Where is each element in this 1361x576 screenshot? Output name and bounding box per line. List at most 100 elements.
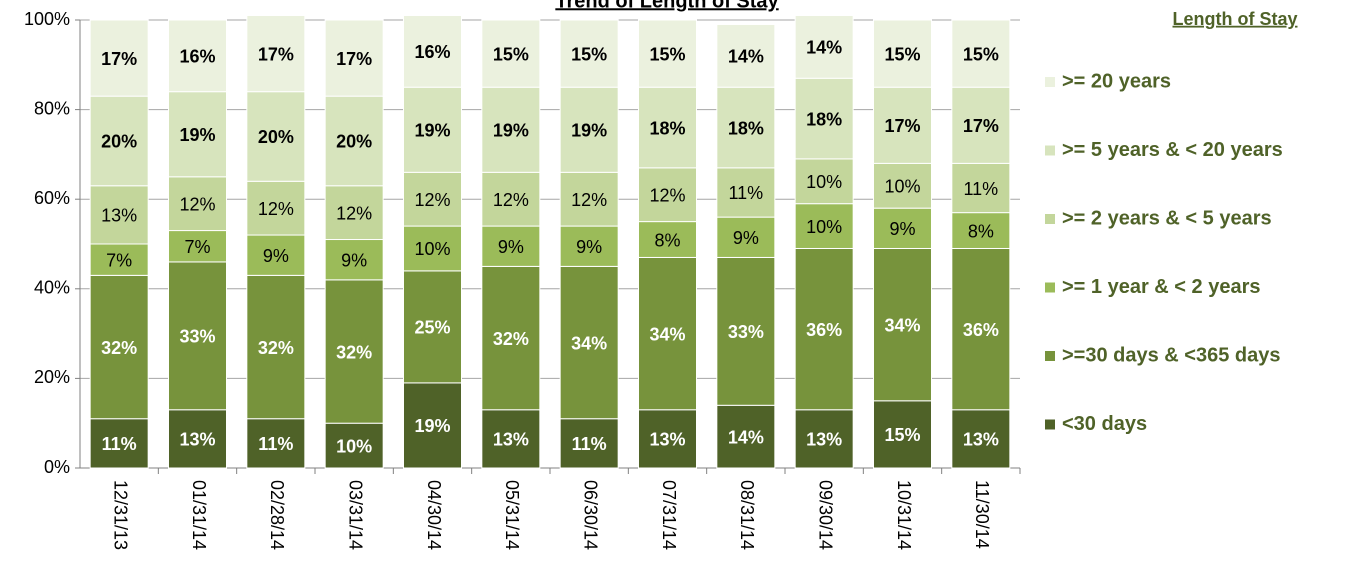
bar-segment [873,86,932,164]
data-label: 18% [806,109,842,129]
legend-swatch [1045,145,1055,156]
data-label: 36% [806,320,842,340]
bar-segment [246,91,306,182]
data-label: 12% [493,190,529,210]
legend-swatch [1045,351,1055,361]
bar-segment [481,19,541,88]
data-label: 12% [258,199,294,219]
bar-segment [638,409,697,469]
legend-label: >=30 days & <365 days [1062,344,1281,366]
data-label: 11% [963,179,998,199]
bar-segment [559,19,619,88]
data-label: 10% [806,172,842,192]
data-label: 11% [258,434,293,454]
data-label: 10% [414,239,450,259]
data-label: 32% [101,338,137,358]
data-label: 12% [414,190,450,210]
data-label: 13% [179,430,215,450]
chart-title: Trend of Length of Stay [555,0,779,12]
data-label: 20% [336,132,372,152]
bar-segment [89,243,149,276]
data-label: 11% [572,434,607,454]
data-label: 19% [179,125,215,145]
bar-segment [168,91,227,178]
x-tick-label: 03/31/14 [345,480,365,550]
data-label: 17% [101,49,137,69]
x-tick-label: 01/31/14 [189,480,209,550]
data-label: 12% [571,190,607,210]
bar-segment [481,409,541,469]
x-tick-label: 07/31/14 [659,480,679,550]
data-label: 9% [733,228,759,248]
data-label: 33% [179,327,215,347]
data-label: 12% [179,194,215,214]
bar-segment [89,274,149,420]
data-label: 10% [336,436,372,456]
bar-segment [246,15,306,93]
x-tick-label: 02/28/14 [267,480,287,550]
bar-segment [481,265,541,411]
y-tick-label: 100% [24,9,70,29]
bar-segment [638,167,697,223]
legend-title: Length of Stay [1173,9,1298,29]
legend-label: >= 2 years & < 5 years [1062,207,1272,229]
bar-segment [403,86,462,173]
data-label: 16% [414,42,450,62]
y-tick-label: 20% [34,367,70,387]
bar-segment [873,162,932,209]
data-label: 34% [571,333,607,353]
data-label: 17% [336,49,372,69]
data-label: 12% [649,185,685,205]
data-label: 19% [571,121,607,141]
bar-segment [324,422,384,469]
bar-segment [481,171,541,227]
data-label: 16% [179,47,215,67]
data-label: 19% [414,416,450,436]
bar-segment [168,261,227,411]
data-label: 9% [263,246,289,266]
bar-segment [89,19,149,97]
data-label: 13% [649,430,685,450]
data-label: 34% [649,324,685,344]
bar-segment [951,247,1011,411]
data-label: 13% [806,430,842,450]
bar-segment [638,86,697,169]
bar-segment [246,274,306,420]
x-tick-label: 06/30/14 [580,480,600,550]
bar-segment [559,418,619,469]
bar-segment [638,19,697,88]
data-label: 15% [884,425,920,445]
bar-segment [168,176,227,232]
bar-segment [89,95,149,187]
data-label: 8% [968,221,994,241]
bar-segment [324,19,384,97]
legend-label: >= 20 years [1062,70,1171,92]
data-label: 7% [106,250,132,270]
data-label: 17% [884,116,920,136]
data-label: 15% [963,44,999,64]
x-tick-label: 10/31/14 [894,480,914,550]
data-label: 8% [654,230,680,250]
bar-segment [873,247,932,402]
bar-segment [951,162,1011,214]
bar-segment [873,207,932,249]
bar-segment [481,86,541,173]
bar-segment [246,418,306,469]
bar-segment [559,171,619,227]
bar-segment [794,247,854,411]
data-label: 36% [963,320,999,340]
data-label: 14% [728,47,764,67]
bar-segment [873,19,932,88]
data-label: 15% [493,44,529,64]
bar-segment [559,265,619,420]
legend-swatch [1045,77,1055,87]
x-tick-label: 11/30/14 [972,480,992,549]
bar-segment [794,15,854,79]
data-label: 9% [889,219,915,239]
bar-segment [403,171,462,227]
data-label: 13% [101,206,137,226]
data-label: 33% [728,322,764,342]
x-tick-label: 09/30/14 [815,480,835,550]
bar-segment [324,185,384,241]
data-label: 13% [963,430,999,450]
